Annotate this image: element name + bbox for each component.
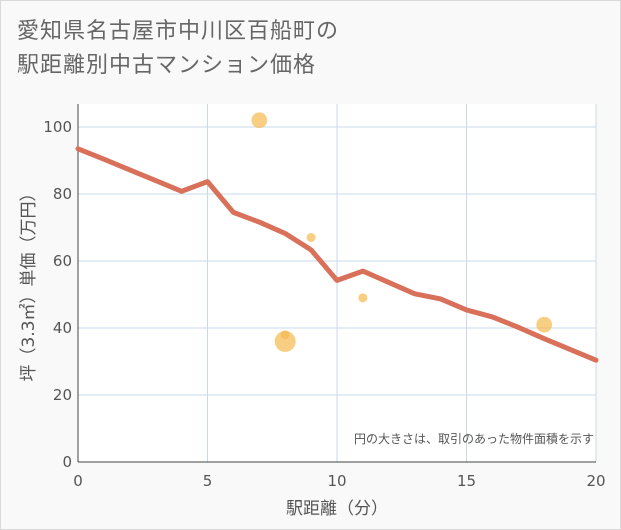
tick-labels: 0 5 10 15 20 0 20 40 60 80 100 — [43, 118, 605, 490]
y-tick-label: 100 — [43, 118, 72, 136]
bubble-point — [280, 330, 290, 340]
average-price-line — [75, 146, 599, 363]
x-tick-label: 20 — [586, 472, 605, 490]
bubble-point — [306, 233, 316, 243]
bubble-point — [358, 293, 368, 303]
y-tick-label: 40 — [53, 319, 72, 337]
axes — [77, 104, 596, 463]
bubble-layer — [251, 112, 553, 352]
bubble-point — [274, 330, 296, 352]
x-tick-label: 0 — [73, 472, 83, 490]
bubble-point — [536, 316, 553, 333]
bubble-size-note: 円の大きさは、取引のあった物件面積を示す — [354, 431, 594, 446]
grid — [78, 104, 597, 462]
chart-title: 愛知県名古屋市中川区百船町の 駅距離別中古マンション価格 — [17, 15, 339, 83]
x-axis-label: 駅距離（分） — [286, 499, 388, 519]
y-tick-label: 0 — [62, 453, 72, 471]
title-line-1: 愛知県名古屋市中川区百船町の — [17, 19, 340, 44]
y-axis-label: 坪（3.3㎡）単価（万円） — [19, 184, 39, 381]
bubble-point — [251, 112, 268, 129]
x-tick-label: 10 — [327, 472, 346, 490]
y-tick-label: 80 — [53, 185, 72, 203]
x-tick-label: 5 — [203, 472, 213, 490]
x-tick-label: 15 — [457, 472, 476, 490]
title-line-2: 駅距離別中古マンション価格 — [17, 53, 317, 78]
y-tick-label: 60 — [53, 252, 72, 270]
line-layer — [75, 146, 599, 363]
y-tick-label: 20 — [53, 386, 72, 404]
